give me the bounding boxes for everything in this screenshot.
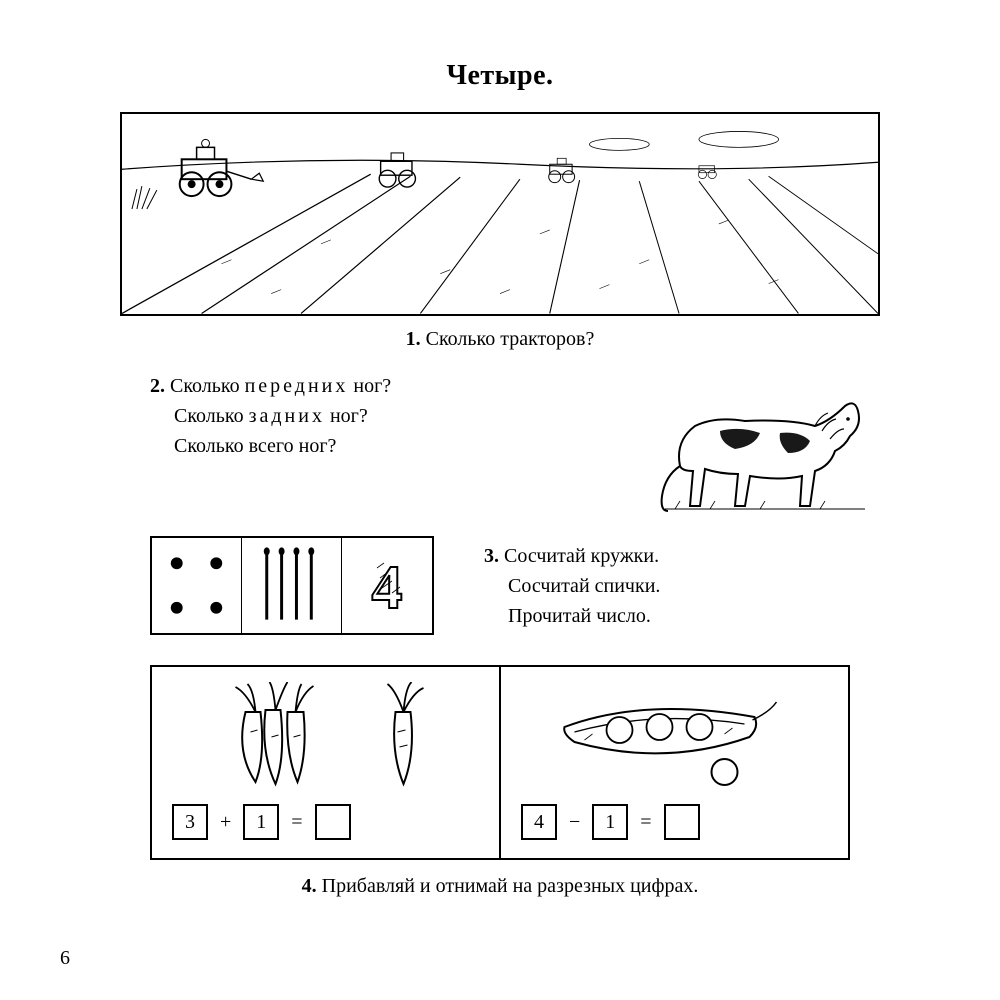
tractors-field-illustration bbox=[120, 112, 880, 316]
digit-cell: 4 bbox=[342, 538, 432, 633]
q2-row: 2. Сколько передних ног? Сколько задних … bbox=[120, 371, 880, 521]
q4-number: 4. bbox=[302, 875, 317, 897]
carrots-illustration bbox=[172, 682, 479, 792]
big-digit-four: 4 bbox=[372, 554, 403, 622]
q2-l2a: Сколько bbox=[174, 405, 249, 427]
field-svg bbox=[122, 114, 878, 314]
dots-cell bbox=[152, 538, 242, 633]
q4-text: Прибавляй и отнимай на разрезных цифрах. bbox=[322, 875, 699, 897]
eq2-answer-box[interactable] bbox=[664, 804, 700, 840]
page-number: 6 bbox=[60, 947, 70, 970]
equation-1: 3 + 1 = bbox=[172, 804, 479, 840]
q3-l3: Прочитай число. bbox=[484, 601, 660, 631]
panel-carrots: 3 + 1 = bbox=[152, 667, 501, 858]
counting-box: 4 bbox=[150, 536, 434, 635]
q3-row: 4 3. Сосчитай кружки. Сосчитай спички. П… bbox=[120, 536, 880, 635]
q3-text-block: 3. Сосчитай кружки. Сосчитай спички. Про… bbox=[484, 541, 660, 631]
q1-number: 1. bbox=[406, 328, 421, 350]
q4-caption: 4. Прибавляй и отнимай на разрезных цифр… bbox=[120, 875, 880, 898]
q3-number: 3. bbox=[484, 545, 499, 567]
panel-peas: 4 − 1 = bbox=[501, 667, 848, 858]
q2-l3: Сколько всего ног? bbox=[150, 431, 620, 461]
q2-l1a: Сколько bbox=[170, 375, 245, 397]
eq1-b: 1 bbox=[243, 804, 279, 840]
eq2-op: − bbox=[569, 811, 580, 834]
q4-panels: 3 + 1 = bbox=[150, 665, 850, 860]
horse-illustration bbox=[650, 371, 880, 521]
eq2-eq: = bbox=[640, 811, 651, 834]
eq1-eq: = bbox=[291, 811, 302, 834]
q3-l2: Сосчитай спички. bbox=[484, 571, 660, 601]
matches-cell bbox=[242, 538, 342, 633]
q2-l2b: задних bbox=[249, 405, 325, 427]
q2-l2c: ног? bbox=[325, 405, 368, 427]
q2-l1b: передних bbox=[245, 375, 349, 397]
textbook-page: Четыре. bbox=[0, 0, 1000, 938]
eq2-b: 1 bbox=[592, 804, 628, 840]
q3-l1: Сосчитай кружки. bbox=[504, 545, 659, 567]
equation-2: 4 − 1 = bbox=[521, 804, 828, 840]
eq1-answer-box[interactable] bbox=[315, 804, 351, 840]
eq1-a: 3 bbox=[172, 804, 208, 840]
q2-l1c: ног? bbox=[348, 375, 391, 397]
page-title: Четыре. bbox=[120, 60, 880, 92]
eq2-a: 4 bbox=[521, 804, 557, 840]
q2-number: 2. bbox=[150, 375, 165, 397]
eq1-op: + bbox=[220, 811, 231, 834]
q1-caption: 1. Сколько тракторов? bbox=[120, 328, 880, 351]
peas-illustration bbox=[521, 682, 828, 792]
q1-text: Сколько тракторов? bbox=[426, 328, 595, 350]
q2-text-block: 2. Сколько передних ног? Сколько задних … bbox=[150, 371, 620, 461]
